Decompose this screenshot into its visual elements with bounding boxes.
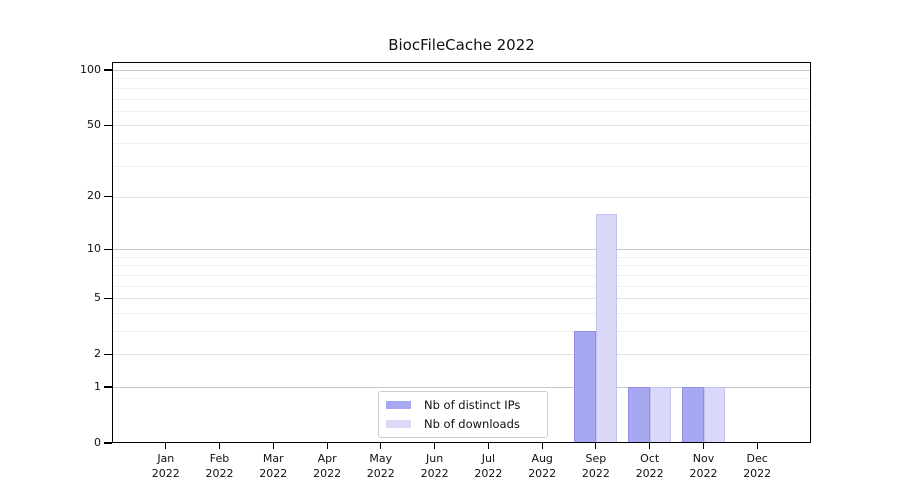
chart-title: BiocFileCache 2022 xyxy=(388,36,535,54)
x-tick-month: Jul xyxy=(481,452,496,465)
x-tick-feb xyxy=(218,443,221,449)
x-tick-sep xyxy=(595,443,597,449)
gridline-y-6 xyxy=(112,285,811,287)
x-tick-jan xyxy=(165,443,167,449)
x-tick-oct xyxy=(649,443,651,449)
x-tick-year: 2022 xyxy=(420,467,449,480)
gridline-y-90 xyxy=(112,78,811,80)
gridline-y-70 xyxy=(112,98,811,100)
y-tick-20 xyxy=(104,196,112,198)
y-tick-1 xyxy=(104,386,112,388)
x-tick-month: Mar xyxy=(262,452,284,465)
x-tick-month: May xyxy=(369,452,393,465)
x-tick-may xyxy=(380,443,382,449)
gridline-y-10 xyxy=(112,249,811,251)
gridline-y-5 xyxy=(112,298,811,300)
y-tick-100 xyxy=(104,69,112,71)
x-tick-label-dec: Dec 2022 xyxy=(725,451,789,481)
x-tick-nov xyxy=(702,443,705,449)
bar-sep-ips xyxy=(574,331,596,443)
y-tick-label-50: 50 xyxy=(87,117,101,131)
gridline-y-2 xyxy=(112,354,811,356)
x-tick-year: 2022 xyxy=(635,467,664,480)
legend-swatch-icon xyxy=(386,420,411,428)
x-tick-year: 2022 xyxy=(313,467,342,480)
x-tick-label-may: May 2022 xyxy=(349,451,413,481)
legend-swatch-icon xyxy=(386,401,411,409)
x-tick-month: Feb xyxy=(209,452,230,465)
x-tick-year: 2022 xyxy=(474,467,503,480)
y-tick-label-10: 10 xyxy=(87,241,101,255)
legend-item-distinct-ips: Nb of distinct IPs xyxy=(386,398,538,412)
x-tick-label-nov: Nov 2022 xyxy=(672,451,736,481)
gridline-y-1 xyxy=(112,387,811,388)
x-tick-label-feb: Feb 2022 xyxy=(188,451,252,481)
x-tick-mar xyxy=(272,443,274,449)
gridline-y-40 xyxy=(112,142,811,144)
x-tick-month: Nov xyxy=(692,452,715,465)
x-tick-month: Oct xyxy=(640,452,660,465)
gridline-y-3 xyxy=(112,331,811,332)
bar-oct-downloads xyxy=(649,387,672,443)
x-tick-month: Apr xyxy=(317,452,337,465)
gridline-y-80 xyxy=(112,87,811,89)
legend: Nb of distinct IPs Nb of downloads xyxy=(378,391,548,438)
x-tick-year: 2022 xyxy=(581,467,610,480)
x-tick-year: 2022 xyxy=(151,467,180,480)
x-tick-year: 2022 xyxy=(689,467,718,480)
y-tick-5 xyxy=(104,297,112,299)
plot-area xyxy=(112,62,811,443)
x-tick-month: Sep xyxy=(585,452,607,465)
y-tick-50 xyxy=(104,124,112,126)
gridline-y-8 xyxy=(112,265,811,267)
x-tick-label-apr: Apr 2022 xyxy=(295,451,359,481)
bar-oct-ips xyxy=(628,387,650,443)
x-tick-jun xyxy=(434,443,436,449)
y-tick-label-2: 2 xyxy=(94,346,101,360)
x-tick-dec xyxy=(756,443,758,449)
bar-nov-downloads xyxy=(703,387,725,443)
x-tick-year: 2022 xyxy=(366,467,395,480)
gridline-y-7 xyxy=(112,274,811,276)
gridline-y-9 xyxy=(112,256,811,258)
y-tick-label-100: 100 xyxy=(80,62,101,76)
x-tick-month: Dec xyxy=(746,452,768,465)
gridline-y-4 xyxy=(112,312,811,314)
x-tick-label-mar: Mar 2022 xyxy=(241,451,305,481)
y-tick-0 xyxy=(104,442,112,444)
x-tick-apr xyxy=(326,443,328,449)
x-tick-year: 2022 xyxy=(259,467,288,480)
legend-label: Nb of distinct IPs xyxy=(424,398,521,412)
legend-label: Nb of downloads xyxy=(424,417,520,431)
x-tick-label-aug: Aug 2022 xyxy=(510,451,574,481)
bar-nov-ips xyxy=(682,387,704,443)
y-tick-label-5: 5 xyxy=(94,290,101,304)
x-tick-jul xyxy=(487,443,489,449)
y-tick-label-1: 1 xyxy=(94,379,101,393)
x-tick-year: 2022 xyxy=(528,467,557,480)
x-tick-aug xyxy=(541,443,543,449)
x-tick-month: Jun xyxy=(426,452,444,465)
x-tick-month: Jan xyxy=(157,452,175,465)
x-tick-label-oct: Oct 2022 xyxy=(618,451,682,481)
gridline-y-20 xyxy=(112,196,811,198)
x-tick-year: 2022 xyxy=(205,467,234,480)
gridline-y-50 xyxy=(112,125,811,127)
x-tick-month: Aug xyxy=(531,452,553,465)
gridline-y-30 xyxy=(112,165,811,167)
y-tick-10 xyxy=(104,248,112,250)
x-tick-label-jun: Jun 2022 xyxy=(403,451,467,481)
x-tick-label-sep: Sep 2022 xyxy=(564,451,628,481)
legend-item-downloads: Nb of downloads xyxy=(386,417,538,431)
y-tick-2 xyxy=(104,353,112,355)
y-tick-label-20: 20 xyxy=(87,189,101,203)
x-tick-year: 2022 xyxy=(743,467,772,480)
x-tick-label-jan: Jan 2022 xyxy=(134,451,198,481)
bar-sep-downloads xyxy=(595,214,618,443)
gridline-y-60 xyxy=(112,110,811,112)
gridline-y-100 xyxy=(112,70,811,71)
x-tick-label-jul: Jul 2022 xyxy=(456,451,520,481)
y-tick-label-0: 0 xyxy=(94,435,101,449)
